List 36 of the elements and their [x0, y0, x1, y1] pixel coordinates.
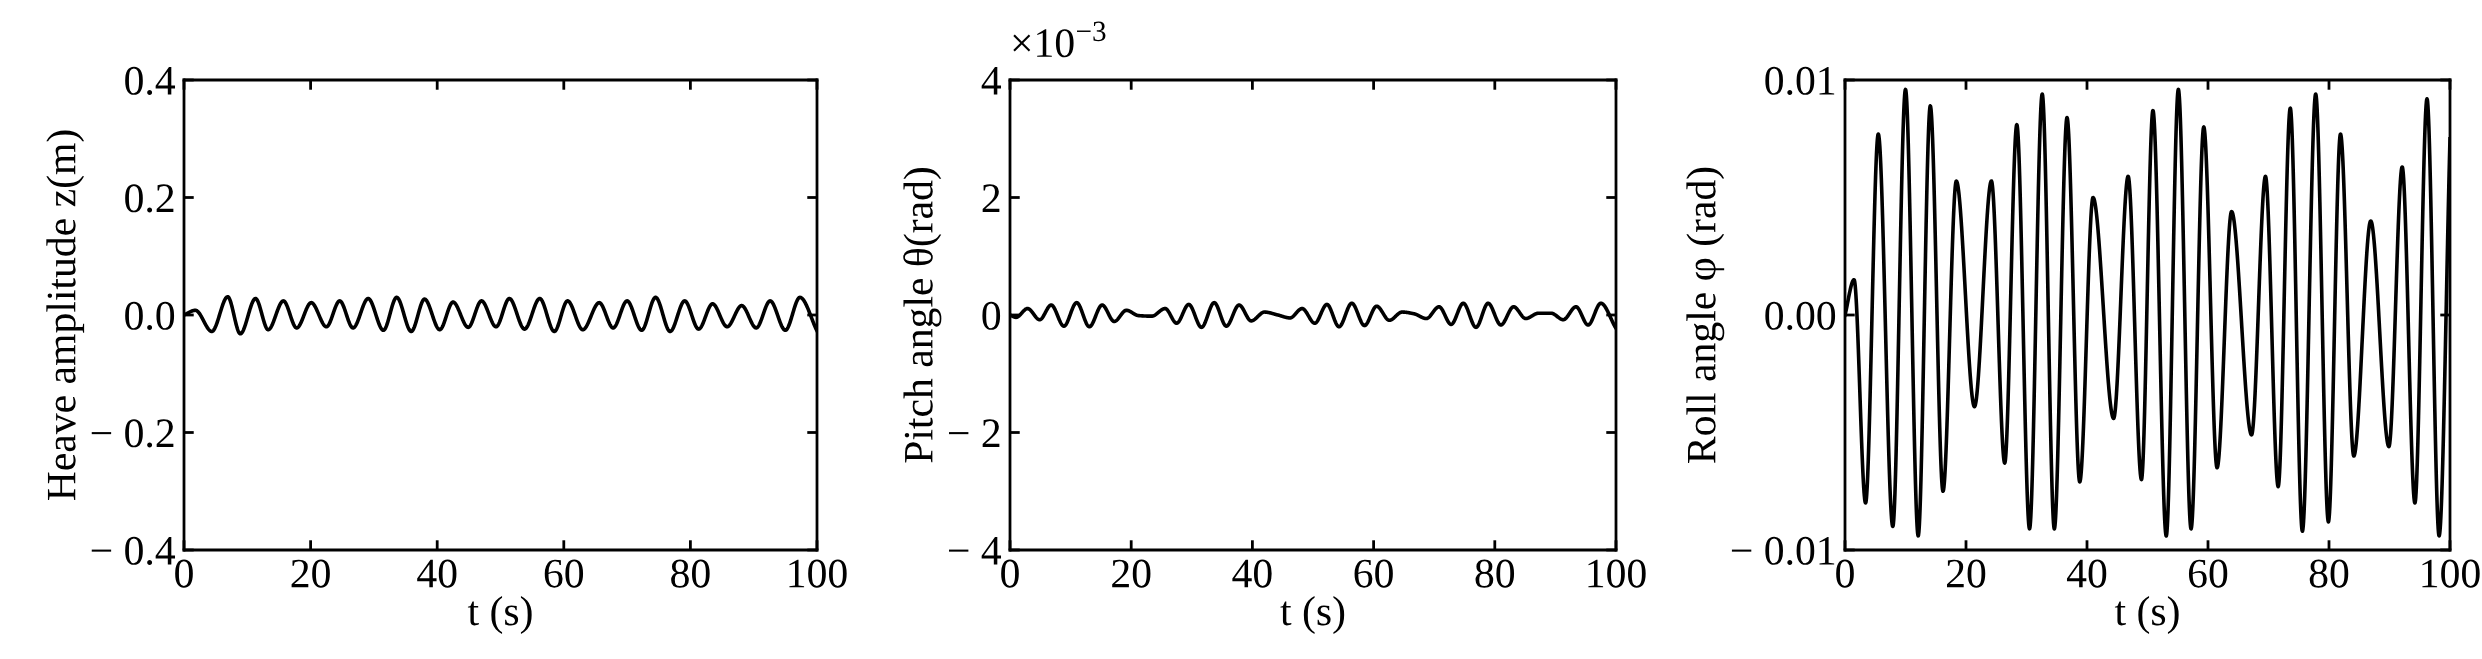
- y-tick-label: 0.0: [125, 301, 175, 331]
- x-tick-label: 100: [1588, 559, 1646, 588]
- x-tick-label: 100: [2422, 559, 2480, 588]
- x-tick-label: 40: [417, 559, 457, 588]
- y-tick-label: − 0.2: [91, 419, 174, 448]
- y-tick-label: 4: [981, 67, 1002, 95]
- y-tick-label: − 4: [949, 537, 1002, 565]
- x-tick-label: 100: [789, 559, 847, 588]
- x-tick-label: 20: [291, 559, 330, 588]
- x-axis-title: t (s): [2114, 596, 2179, 634]
- y-tick-label: 0: [982, 301, 1001, 330]
- y-tick-label: 0.01: [1765, 66, 1835, 96]
- text: ×10$^{−3}$: [1013, 21, 1106, 58]
- x-tick-label: 20: [1947, 559, 1986, 588]
- x-tick-label: 60: [544, 559, 584, 588]
- x-tick-label: 80: [1475, 559, 1515, 588]
- x-tick-label: 80: [2309, 559, 2349, 588]
- y-tick-label: 2: [982, 184, 1000, 212]
- x-tick-label: 60: [1354, 559, 1393, 588]
- y-tick-label: 0.2: [125, 184, 174, 213]
- y-tick-label: − 0.01: [1731, 536, 1835, 566]
- x-tick-label: 40: [2066, 559, 2107, 588]
- x-tick-label: 60: [2188, 559, 2228, 588]
- x-axis-title: t (s): [1280, 596, 1345, 634]
- y-axis-title: Pitch angle θ(rad): [903, 168, 942, 463]
- x-tick-label: 40: [1232, 559, 1272, 588]
- y-tick-label: 0.00: [1765, 301, 1836, 331]
- x-axis-title: t (s): [467, 596, 532, 634]
- y-tick-label: − 0.4: [91, 536, 176, 566]
- y-axis-title: Heave amplitude z(m): [46, 130, 85, 501]
- x-tick-label: 20: [1112, 559, 1151, 588]
- y-axis-title: Roll angle φ (rad): [1686, 167, 1725, 463]
- x-tick-label: 0: [1836, 559, 1854, 588]
- x-tick-label: 80: [671, 559, 710, 588]
- y-tick-label: 0.4: [125, 66, 176, 96]
- y-tick-label: − 2: [949, 419, 1000, 447]
